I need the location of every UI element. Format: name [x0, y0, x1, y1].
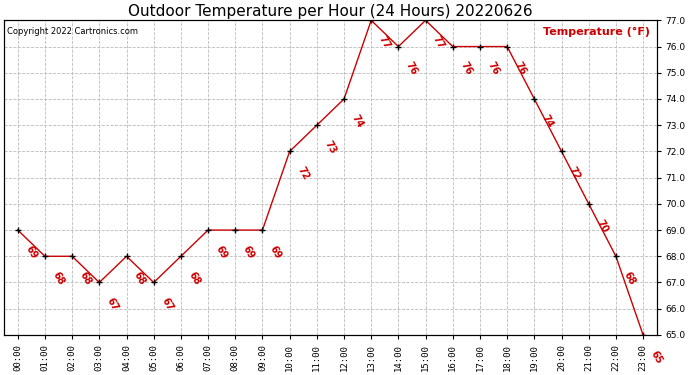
Text: 73: 73 [322, 139, 338, 156]
Text: 74: 74 [540, 113, 555, 130]
Text: 70: 70 [594, 218, 610, 234]
Text: 67: 67 [105, 296, 120, 313]
Text: 69: 69 [268, 244, 284, 261]
Text: Copyright 2022 Cartronics.com: Copyright 2022 Cartronics.com [8, 27, 139, 36]
Text: Temperature (°F): Temperature (°F) [543, 27, 650, 37]
Text: 77: 77 [377, 34, 392, 51]
Text: 76: 76 [513, 60, 528, 77]
Text: 68: 68 [622, 270, 637, 287]
Text: 69: 69 [241, 244, 256, 261]
Text: 76: 76 [486, 60, 501, 77]
Text: 76: 76 [404, 60, 420, 77]
Text: 76: 76 [458, 60, 474, 77]
Title: Outdoor Temperature per Hour (24 Hours) 20220626: Outdoor Temperature per Hour (24 Hours) … [128, 4, 533, 19]
Text: 65: 65 [649, 349, 664, 366]
Text: 68: 68 [132, 270, 148, 287]
Text: 69: 69 [214, 244, 229, 261]
Text: 68: 68 [186, 270, 202, 287]
Text: 67: 67 [159, 296, 175, 313]
Text: 72: 72 [567, 165, 582, 182]
Text: 77: 77 [431, 34, 446, 51]
Text: 68: 68 [78, 270, 93, 287]
Text: 72: 72 [295, 165, 310, 182]
Text: 69: 69 [23, 244, 39, 261]
Text: 74: 74 [350, 113, 365, 130]
Text: 68: 68 [50, 270, 66, 287]
